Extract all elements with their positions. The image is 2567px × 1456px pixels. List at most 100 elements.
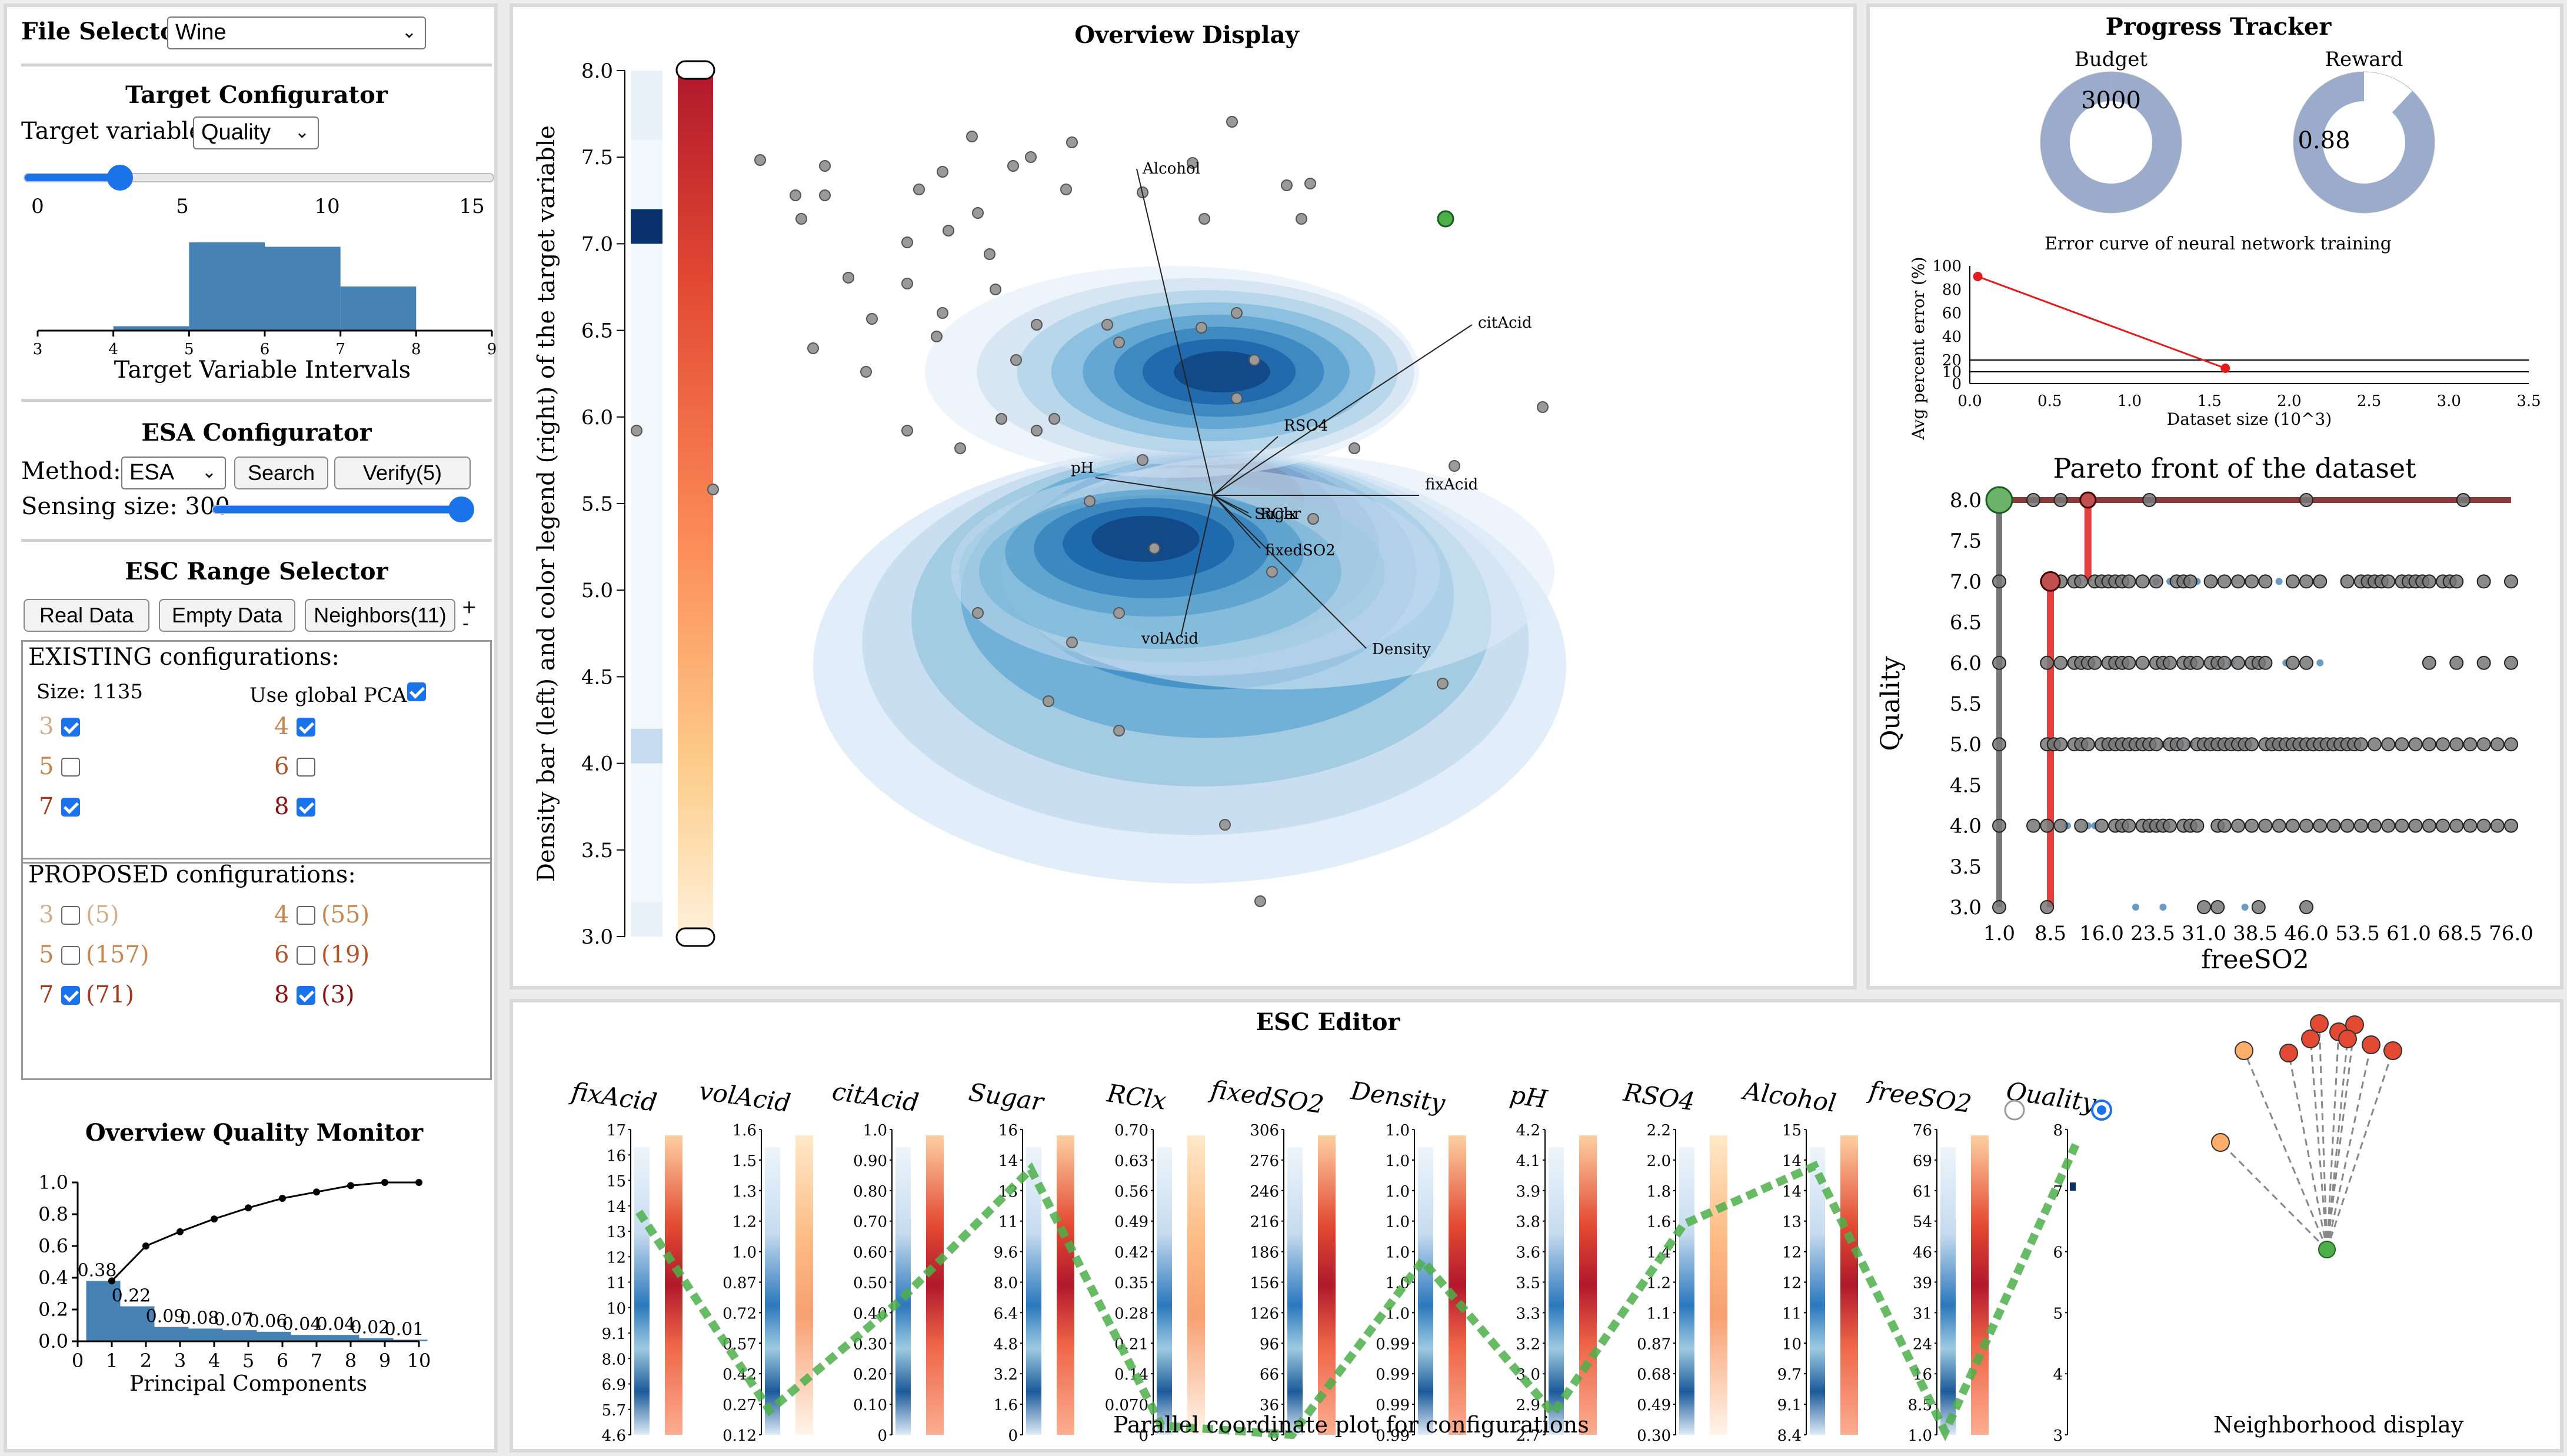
selected-point (1437, 210, 1454, 228)
pareto-x-tick: 68.5 (2438, 922, 2482, 945)
data-point (819, 189, 831, 201)
axis-tick-label: 10 (1782, 1335, 1802, 1353)
proposed-checkbox-3[interactable] (61, 906, 80, 925)
pareto-point (2299, 900, 2313, 914)
pareto-y-tick: 5.5 (1950, 692, 1982, 716)
config-checkbox-7[interactable] (61, 798, 80, 817)
esc-editor-title: ESC Editor (1256, 1008, 1400, 1036)
data-point (1307, 513, 1319, 525)
error-y-label: Avg percent error (%) (1909, 257, 1928, 441)
budget-label: Budget (2075, 48, 2148, 71)
pareto-y-tick: 5.0 (1950, 733, 1982, 757)
density-contour-lower (1091, 516, 1200, 562)
error-curve (1977, 275, 2226, 369)
data-point (937, 307, 948, 319)
neighbors-button[interactable]: Neighbors(11) (305, 599, 455, 632)
pareto-point (2368, 737, 2382, 752)
proposed-checkbox-6[interactable] (297, 946, 315, 965)
red-density-bar (1710, 1135, 1727, 1435)
proposed-checkbox-5[interactable] (61, 946, 80, 965)
pareto-point (2231, 818, 2245, 833)
axis-tick-label: 5 (2053, 1305, 2063, 1322)
axis-tick-label: 3 (2053, 1427, 2063, 1445)
pareto-point (2074, 574, 2089, 589)
proposed-configurations-box (21, 858, 492, 1080)
density-segment (631, 728, 662, 764)
proposed-label-8: 8 (274, 981, 289, 1008)
red-density-bar (1449, 1135, 1466, 1435)
y-tick-label: 0.4 (38, 1267, 68, 1289)
proposed-checkbox-7[interactable] (61, 986, 80, 1005)
proposed-checkbox-8[interactable] (297, 986, 315, 1005)
pareto-point (2340, 574, 2355, 589)
config-checkbox-4[interactable] (297, 718, 315, 737)
proposed-checkbox-4[interactable] (297, 906, 315, 925)
neighbor-node (2310, 1014, 2329, 1033)
neighbor-link (2326, 1031, 2340, 1250)
data-point (1007, 160, 1019, 172)
pca-axis-line (1213, 436, 1278, 496)
freeSO2-radio (2004, 1100, 2025, 1121)
neighbor-link (2219, 1141, 2328, 1251)
config-checkbox-6[interactable] (297, 758, 315, 777)
real-data-button[interactable]: Real Data (24, 599, 149, 632)
axis-tick-label: 13 (1782, 1214, 1802, 1231)
axis-tick-label: 0 (1008, 1427, 1018, 1445)
neighbor-node (2383, 1041, 2402, 1060)
method-dropdown[interactable]: ESA ⌄ (121, 457, 226, 489)
data-point (1437, 678, 1449, 689)
axis-tick-label: 15 (607, 1173, 626, 1191)
pareto-point (2040, 655, 2055, 670)
configuration-line (635, 1143, 2080, 1442)
sensing-size-slider[interactable] (212, 497, 474, 522)
axis-tick-label: 0.50 (853, 1275, 887, 1292)
empty-data-button[interactable]: Empty Data (159, 599, 295, 632)
axis-tick-label: 4.2 (1516, 1122, 1540, 1140)
pca-axis-label: fixAcid (1425, 476, 1478, 494)
y-tick-label: 0.0 (38, 1330, 68, 1352)
axis-tick-label: 0.87 (723, 1275, 757, 1292)
error-point (1973, 272, 1983, 281)
target-interval-slider[interactable] (24, 165, 494, 191)
axis-name-RSO4: RSO4 (1621, 1078, 1696, 1117)
config-checkbox-5[interactable] (61, 758, 80, 777)
pc-bar-label: 0.01 (385, 1319, 424, 1340)
x-tick-label: 2 (140, 1350, 152, 1372)
axis-tick-label: 126 (1250, 1305, 1279, 1322)
data-point (1196, 322, 1207, 334)
pca-axis-line (1180, 495, 1214, 637)
search-button[interactable]: Search (234, 457, 328, 489)
legend-tick-label: 5.0 (581, 579, 613, 602)
y-tick-label: 0.8 (38, 1203, 68, 1225)
pareto-point (2422, 818, 2436, 833)
pareto-x-tick: 8.5 (2035, 922, 2066, 945)
neighborhood-center-node (2318, 1241, 2336, 1258)
axis-tick-label: 14 (1782, 1152, 1802, 1170)
target-histogram: 0510152025303456789Target Variable Inter… (31, 195, 497, 384)
progress-title: Progress Tracker (2105, 13, 2332, 41)
config-checkbox-3[interactable] (61, 718, 80, 737)
verify-button[interactable]: Verify(5) (334, 457, 471, 489)
parallel-coordinate-plot[interactable]: fixAcid 17 16 15 14 13 12 11 10 9.1 8.0 6.9 5.7 4.6 vo… (513, 1002, 2560, 1449)
axis-tick-label: 66 (1260, 1366, 1279, 1384)
config-label-7: 7 (39, 793, 54, 820)
neighbors-increment-button[interactable]: + (461, 595, 477, 618)
axis-tick-label: 46 (1913, 1244, 1932, 1262)
axis-tick-label: 8.4 (1777, 1427, 1802, 1445)
pareto-point (2053, 818, 2068, 833)
neighbors-decrement-button[interactable]: - (462, 612, 469, 634)
file-selector-dropdown[interactable]: Wine ⌄ (167, 16, 426, 49)
hist-xlabel: Target Variable Intervals (114, 356, 411, 384)
use-global-pca-checkbox[interactable] (407, 682, 426, 701)
pareto-point (2251, 900, 2266, 914)
neighbor-node (2362, 1035, 2380, 1054)
target-variable-dropdown[interactable]: Quality ⌄ (193, 116, 319, 149)
config-checkbox-8[interactable] (297, 798, 315, 817)
error-x-tick: 3.5 (2516, 392, 2541, 410)
overview-display[interactable]: 3.0 3.5 4.0 4.5 5.0 5.5 6.0 6.5 7.0 7.5 8.0 Density… (513, 7, 1853, 986)
axis-tick-label: 0.72 (723, 1305, 757, 1322)
axis-tick-label: 12 (1782, 1275, 1802, 1292)
pareto-y-tick: 3.0 (1950, 896, 1982, 919)
error-x-tick: 2.5 (2357, 392, 2381, 410)
pc-bar-label: 0.38 (78, 1260, 117, 1281)
